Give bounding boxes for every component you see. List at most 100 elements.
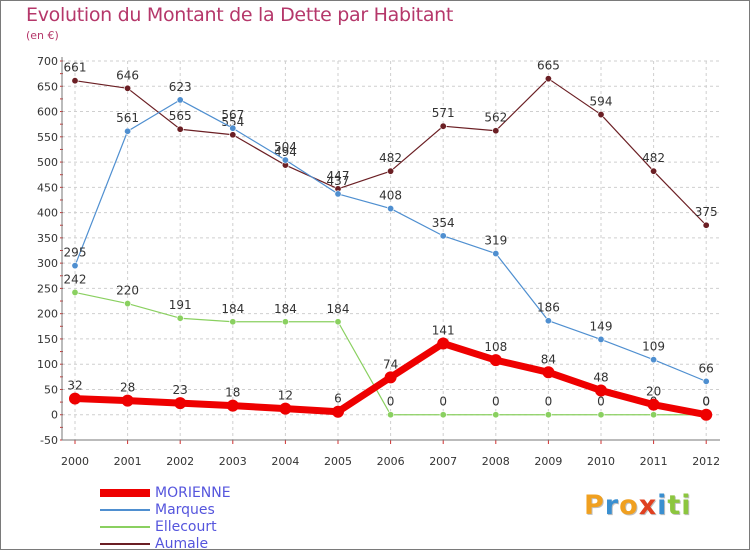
data-label-morienne: 18 (225, 386, 240, 400)
data-point-aumale (544, 75, 552, 83)
x-tick-label: 2009 (534, 455, 562, 468)
data-point-aumale (229, 131, 237, 139)
data-label-aumale: 562 (484, 111, 507, 125)
data-label-marques: 66 (699, 361, 714, 375)
data-point-marques (492, 250, 500, 258)
x-tick-label: 2004 (271, 455, 299, 468)
x-tick-label: 2003 (219, 455, 247, 468)
legend-item-marques: Marques (100, 502, 215, 518)
y-tick-label: -50 (40, 434, 58, 447)
legend-swatch (100, 489, 150, 497)
chart-title: Evolution du Montant de la Dette par Hab… (26, 4, 454, 26)
data-label-aumale: 665 (537, 59, 560, 73)
data-point-morienne (332, 405, 344, 418)
data-label-marques: 567 (221, 108, 244, 122)
chart-subtitle: (en €) (26, 29, 59, 42)
data-label-ellecourt: 220 (116, 284, 139, 298)
data-label-marques: 149 (590, 319, 613, 333)
legend-label: MORIENNE (155, 485, 231, 501)
data-label-morienne: 0 (702, 395, 710, 409)
data-label-morienne: 48 (593, 370, 608, 384)
data-point-ellecourt (597, 411, 605, 419)
data-point-marques (334, 190, 342, 198)
x-tick-label: 2011 (640, 455, 668, 468)
data-point-ellecourt (334, 318, 342, 326)
data-point-aumale (439, 122, 447, 130)
y-tick-label: 500 (37, 156, 58, 169)
data-label-ellecourt: 0 (597, 395, 605, 409)
data-label-morienne: 28 (120, 381, 135, 395)
y-tick-label: 100 (37, 358, 58, 371)
data-point-ellecourt (229, 318, 237, 326)
data-label-marques: 295 (64, 246, 87, 260)
data-point-morienne (542, 366, 555, 379)
data-label-morienne: 84 (541, 352, 556, 366)
data-label-marques: 319 (484, 234, 507, 248)
x-tick-label: 2001 (114, 455, 142, 468)
data-label-morienne: 32 (67, 379, 82, 393)
y-tick-label: 700 (37, 55, 58, 68)
y-tick-label: 300 (37, 257, 58, 270)
legend-label: Aumale (155, 536, 209, 552)
logo-letter: t (667, 490, 682, 521)
data-point-marques (71, 262, 79, 270)
data-point-aumale (597, 111, 605, 119)
logo-letter: i (657, 490, 668, 521)
data-label-marques: 437 (327, 174, 350, 188)
logo-letter: P (584, 490, 605, 521)
data-label-aumale: 482 (379, 151, 402, 165)
data-point-morienne (700, 408, 713, 421)
data-label-marques: 561 (116, 111, 139, 125)
x-tick-label: 2006 (377, 455, 405, 468)
y-tick-label: 650 (37, 80, 58, 93)
y-tick-label: 600 (37, 106, 58, 119)
y-tick-label: 50 (44, 383, 58, 396)
data-point-marques (229, 124, 237, 132)
y-tick-label: 350 (37, 232, 58, 245)
data-label-marques: 623 (169, 80, 192, 94)
data-label-morienne: 141 (432, 323, 455, 337)
x-tick-label: 2008 (482, 455, 510, 468)
data-label-ellecourt: 184 (274, 302, 297, 316)
legend-label: Marques (155, 502, 215, 518)
data-point-morienne (384, 371, 397, 384)
data-label-morienne: 20 (646, 385, 661, 399)
data-point-marques (650, 356, 658, 364)
y-tick-label: 550 (37, 131, 58, 144)
legend-swatch (100, 543, 150, 545)
data-point-ellecourt (281, 318, 289, 326)
y-tick-label: 450 (37, 181, 58, 194)
data-label-marques: 408 (379, 189, 402, 203)
data-point-ellecourt (650, 411, 658, 419)
logo-letter: r (604, 490, 620, 521)
data-label-ellecourt: 242 (64, 272, 87, 286)
x-tick-label: 2010 (587, 455, 615, 468)
data-point-morienne (121, 394, 134, 407)
data-label-morienne: 12 (278, 389, 293, 403)
data-point-marques (387, 205, 395, 213)
data-point-ellecourt (124, 300, 132, 308)
data-point-marques (124, 127, 132, 135)
data-point-aumale (650, 167, 658, 175)
data-label-marques: 186 (537, 301, 560, 315)
data-label-morienne: 108 (484, 340, 507, 354)
data-point-ellecourt (176, 314, 184, 322)
data-point-aumale (702, 221, 710, 229)
data-label-morienne: 23 (173, 383, 188, 397)
data-point-marques (281, 156, 289, 164)
x-tick-label: 2005 (324, 455, 352, 468)
data-label-aumale: 594 (590, 95, 613, 109)
data-point-marques (597, 335, 605, 343)
legend-item-aumale: Aumale (100, 536, 209, 552)
data-point-aumale (176, 125, 184, 133)
y-tick-label: 250 (37, 282, 58, 295)
data-point-marques (702, 377, 710, 385)
data-point-morienne (489, 354, 502, 367)
data-label-aumale: 646 (116, 68, 139, 82)
data-point-morienne (647, 398, 660, 411)
data-point-ellecourt (387, 411, 395, 419)
data-point-morienne (595, 384, 607, 397)
data-point-aumale (124, 84, 132, 92)
